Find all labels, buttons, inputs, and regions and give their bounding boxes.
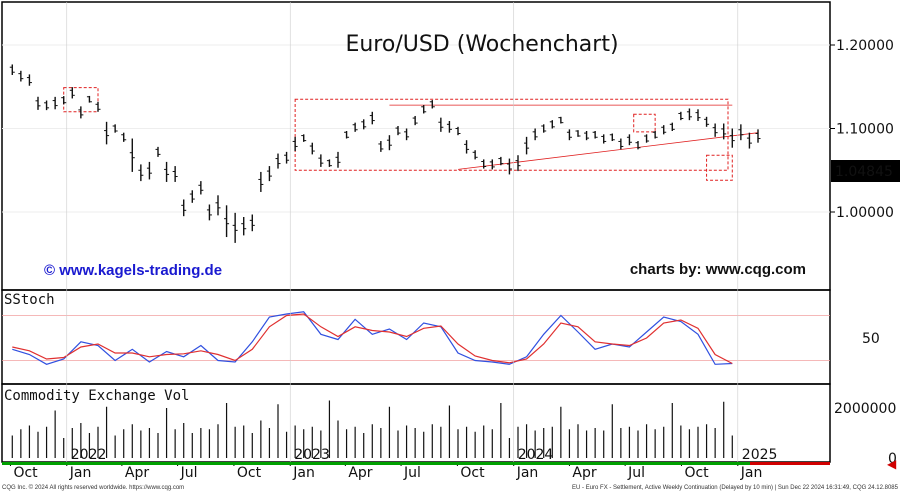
- price-gridlines: [2, 44, 830, 213]
- time-tick-label: Jul: [403, 465, 421, 481]
- year-label: 2022: [71, 447, 107, 463]
- time-tick-label: Jan: [740, 465, 763, 481]
- watermark-right: charts by: www.cqg.com: [630, 261, 806, 278]
- price-tick-label: 1.00000: [836, 205, 894, 221]
- annotation-box: [294, 98, 729, 171]
- time-scroll-bar[interactable]: [2, 462, 830, 465]
- time-tick-label: Jan: [69, 465, 92, 481]
- annotation-box: [706, 154, 733, 181]
- price-tick-label: 1.20000: [836, 38, 894, 54]
- time-tick-label: Jul: [180, 465, 198, 481]
- stoch-line-d: [12, 313, 733, 365]
- stochastic-lines: [2, 311, 830, 365]
- stoch-panel-label: SStoch: [4, 292, 55, 308]
- volume-bars: [11, 400, 733, 458]
- last-price-label: 1.04845: [835, 164, 893, 180]
- volume-tick-label: 0: [888, 451, 897, 467]
- time-tick-label: Oct: [684, 465, 709, 481]
- value-axes: 1.00000 1.10000 1.20000 50 0 2000000: [830, 38, 897, 467]
- time-bar-green[interactable]: [2, 462, 830, 465]
- scroll-left-icon[interactable]: ◀: [887, 457, 897, 471]
- time-tick-label: Oct: [13, 465, 38, 481]
- price-annotations: [63, 87, 759, 181]
- time-axis: Oct Jan Apr Jul Oct Jan Apr Jul Oct Jan Apr Jul Oct J…: [9, 2, 778, 481]
- time-bar-red[interactable]: [750, 462, 830, 465]
- year-label: 2025: [742, 447, 778, 463]
- volume-tick-label: 2000000: [834, 401, 896, 417]
- time-tick-label: Jul: [627, 465, 645, 481]
- time-tick-label: Jan: [516, 465, 539, 481]
- time-tick-label: Apr: [348, 465, 372, 481]
- stoch-tick-label: 50: [862, 331, 880, 347]
- volume-panel-label: Commodity Exchange Vol: [4, 388, 189, 404]
- time-tick-label: Apr: [125, 465, 149, 481]
- annotation-line: [457, 132, 759, 170]
- watermark-left: © www.kagels-trading.de: [44, 262, 222, 279]
- annotation-box: [633, 113, 656, 133]
- year-label: 2023: [294, 447, 330, 463]
- chart-title: Euro/USD (Wochenchart): [345, 32, 618, 57]
- price-tick-label: 1.10000: [836, 122, 894, 138]
- footer-copyright: CQG Inc. © 2024 All rights reserved worl…: [2, 484, 184, 491]
- time-tick-label: Oct: [237, 465, 262, 481]
- time-tick-label: Apr: [572, 465, 596, 481]
- year-label: 2024: [518, 447, 554, 463]
- footer-info: EU - Euro FX - Settlement, Active Weekly…: [572, 485, 899, 491]
- time-tick-label: Oct: [460, 465, 485, 481]
- time-tick-label: Jan: [292, 465, 315, 481]
- price-ohlc-bars: [9, 64, 761, 243]
- last-price-box: [831, 160, 900, 182]
